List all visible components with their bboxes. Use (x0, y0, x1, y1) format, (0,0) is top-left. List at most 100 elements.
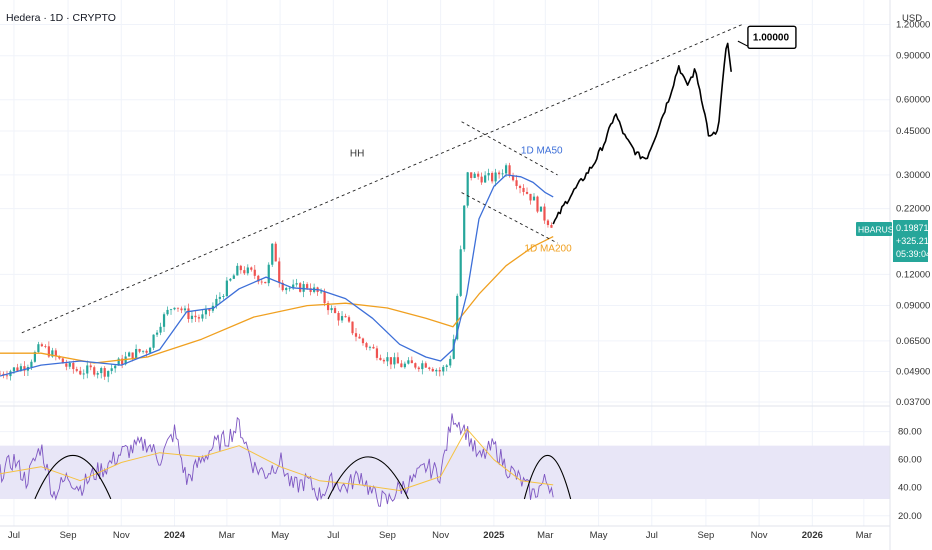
candle-body (421, 363, 424, 370)
candle-body (344, 316, 347, 318)
candle-body (375, 348, 379, 358)
candle-body (463, 205, 466, 250)
candle-body (550, 224, 553, 228)
y-tick-label: 0.12000 (896, 269, 930, 280)
candle-body (12, 367, 16, 372)
candle-body (396, 357, 399, 364)
candle-body (281, 282, 284, 291)
candle-body (75, 369, 78, 371)
candle-body (148, 347, 152, 353)
candle-body (292, 284, 295, 288)
candle-body (515, 180, 518, 186)
trendline-channel-bottom (461, 192, 558, 244)
candle-body (246, 267, 249, 274)
candle-body (508, 165, 511, 176)
candle-body (236, 265, 239, 276)
candle-body (285, 288, 288, 291)
candle-body (491, 173, 494, 182)
chart-marks (34, 40, 753, 500)
candle-body (138, 349, 141, 352)
x-tick-label: Jul (8, 530, 20, 541)
candle-body (121, 358, 124, 365)
candle-body (361, 338, 365, 344)
y-tick-label: 0.30000 (896, 170, 930, 181)
currency-label: USD (902, 13, 922, 24)
rsi-tick-label: 60.00 (898, 455, 922, 466)
candle-body (145, 350, 148, 353)
candle-body (40, 344, 43, 347)
price-candles (0, 162, 553, 383)
candle-body (187, 308, 190, 320)
candle-body (424, 363, 427, 368)
candle-body (340, 316, 344, 321)
candle-body (546, 220, 550, 225)
candle-body (176, 307, 180, 309)
rsi-tick-label: 40.00 (898, 483, 922, 494)
candle-body (65, 363, 68, 367)
candle-body (197, 317, 201, 319)
x-tick-label: 2026 (802, 530, 823, 541)
candle-body (54, 350, 57, 357)
x-tick-label: Nov (432, 530, 449, 541)
candle-body (86, 365, 89, 374)
candle-body (204, 308, 208, 315)
candle-body (306, 284, 309, 289)
candle-body (525, 191, 529, 194)
y-tick-label: 0.22000 (896, 204, 930, 215)
x-tick-label: May (590, 530, 608, 541)
candle-body (162, 314, 166, 327)
candle-body (222, 296, 225, 297)
candle-body (323, 291, 326, 304)
candle-body (326, 303, 330, 311)
candle-body (299, 283, 302, 292)
candle-body (473, 173, 476, 178)
rsi-arc (523, 454, 572, 500)
candle-body (529, 193, 532, 201)
candle-body (382, 360, 386, 362)
candle-body (159, 326, 162, 333)
x-tick-label: Mar (219, 530, 235, 541)
candle-body (539, 206, 543, 212)
candle-body (253, 269, 256, 276)
candle-body (5, 375, 9, 377)
candle-body (351, 321, 354, 334)
x-tick-label: Jul (646, 530, 658, 541)
candle-body (89, 365, 92, 368)
x-tick-label: Sep (697, 530, 714, 541)
candle-body (37, 344, 40, 353)
candle-body (239, 265, 242, 271)
candle-body (480, 176, 483, 183)
candle-body (459, 249, 462, 296)
candle-body (522, 187, 525, 192)
x-tick-label: Nov (751, 530, 768, 541)
candle-body (93, 367, 96, 375)
candle-body (110, 368, 113, 371)
candle-body (114, 365, 117, 369)
candle-body (33, 352, 37, 362)
y-tick-label: 0.90000 (896, 51, 930, 62)
candle-body (155, 332, 159, 335)
price-badge[interactable]: HBARUSD 0.19871 +325.21% 05:39:04 (856, 220, 932, 262)
candle-body (532, 196, 536, 201)
candle-body (131, 352, 134, 359)
candle-body (417, 367, 420, 370)
candle-body (368, 346, 372, 348)
rsi-line (0, 413, 554, 507)
candle-body (180, 308, 183, 311)
candle-body (51, 350, 54, 357)
candle-body (124, 356, 127, 365)
candle-body (337, 313, 340, 321)
series-lines (0, 23, 745, 507)
candle-body (0, 373, 2, 375)
candle-body (135, 349, 138, 359)
candle-body (267, 264, 270, 284)
rsi-band (0, 445, 890, 499)
candle-body (23, 366, 26, 371)
candle-body (166, 309, 169, 315)
candle-body (218, 296, 221, 299)
rsi-ma-line (0, 428, 554, 491)
candle-body (208, 308, 211, 311)
candle-body (501, 173, 504, 175)
